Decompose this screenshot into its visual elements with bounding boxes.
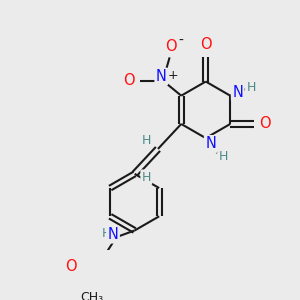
- Text: N: N: [205, 136, 216, 152]
- Text: H: H: [246, 81, 256, 94]
- Text: O: O: [200, 38, 212, 52]
- Text: H: H: [142, 171, 151, 184]
- Text: CH₃: CH₃: [80, 290, 103, 300]
- Text: O: O: [65, 259, 76, 274]
- Text: O: O: [123, 73, 135, 88]
- Text: O: O: [260, 116, 271, 131]
- Text: N: N: [156, 69, 167, 84]
- Text: H: H: [102, 227, 111, 240]
- Text: +: +: [168, 69, 178, 82]
- Text: N: N: [232, 85, 243, 100]
- Text: O: O: [166, 39, 177, 54]
- Text: H: H: [218, 150, 228, 163]
- Text: -: -: [179, 34, 184, 48]
- Text: N: N: [108, 227, 118, 242]
- Text: H: H: [142, 134, 151, 147]
